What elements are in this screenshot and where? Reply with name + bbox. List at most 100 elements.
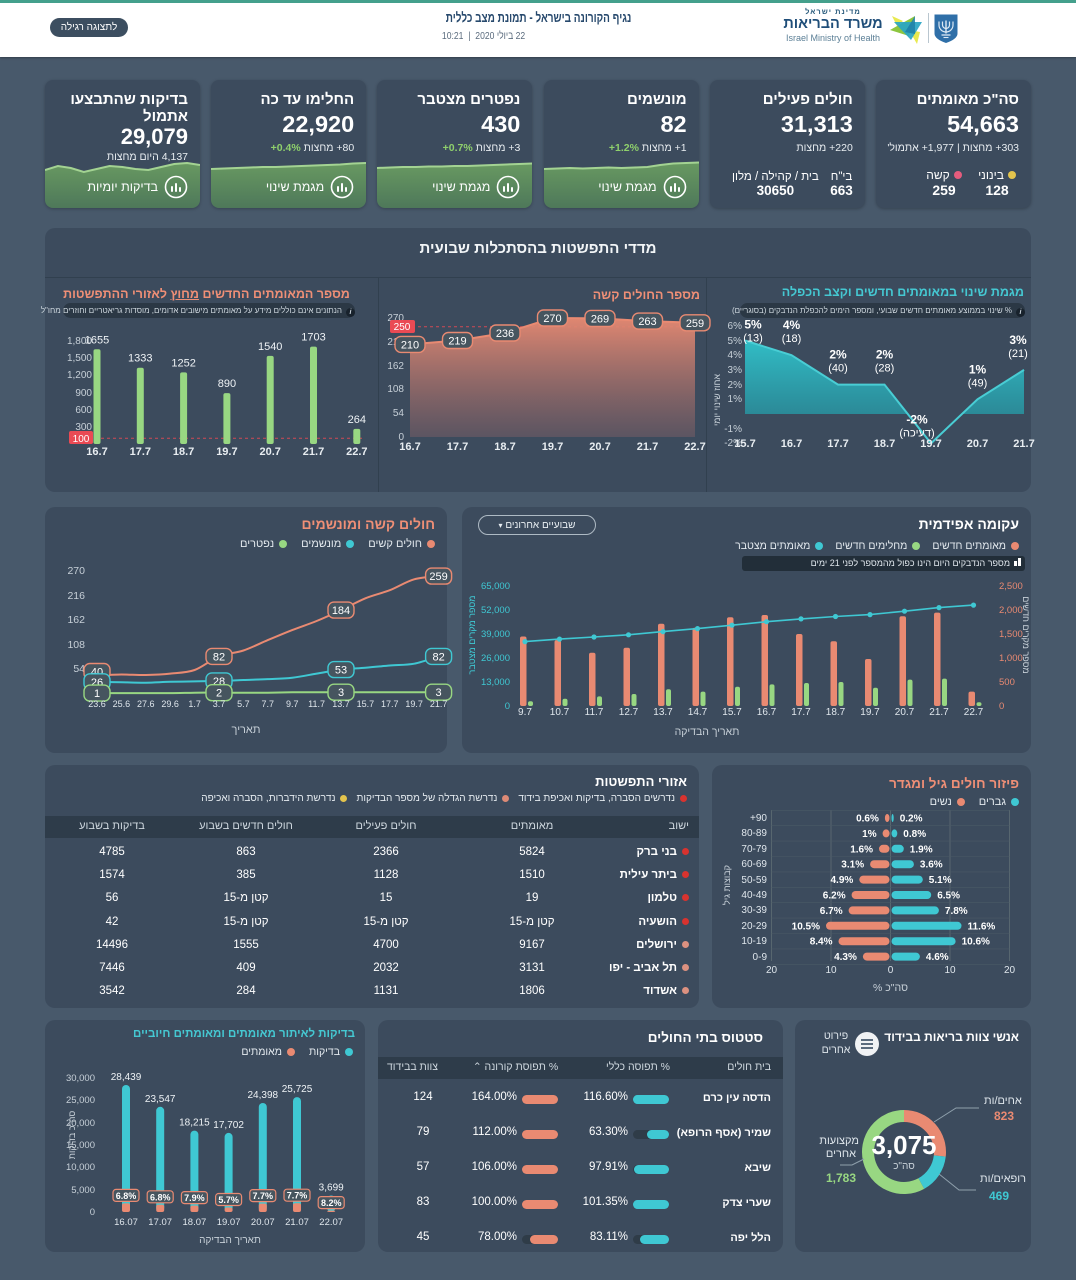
svg-text:890: 890 — [218, 378, 236, 390]
svg-text:(18): (18) — [782, 333, 802, 345]
svg-text:18,215: 18,215 — [179, 1118, 210, 1129]
svg-text:(28): (28) — [875, 363, 895, 375]
svg-text:אחים/ות: אחים/ות — [984, 1095, 1022, 1107]
svg-text:1.9%: 1.9% — [910, 844, 933, 855]
svg-text:16.7: 16.7 — [781, 438, 802, 450]
svg-text:0: 0 — [999, 701, 1004, 712]
svg-text:3%: 3% — [1009, 333, 1027, 347]
svg-text:22.07: 22.07 — [319, 1217, 343, 1228]
svg-text:17.7: 17.7 — [447, 441, 468, 453]
svg-text:30-39: 30-39 — [741, 905, 767, 916]
svg-text:18.07: 18.07 — [183, 1217, 207, 1228]
svg-text:11.7: 11.7 — [308, 699, 325, 709]
svg-text:1,800: 1,800 — [67, 336, 92, 347]
svg-text:6.8%: 6.8% — [116, 1191, 137, 1201]
svg-text:270: 270 — [387, 313, 404, 324]
svg-text:17.7: 17.7 — [791, 707, 811, 718]
svg-text:54: 54 — [73, 663, 85, 675]
svg-text:823: 823 — [994, 1109, 1014, 1123]
svg-text:82: 82 — [213, 651, 225, 663]
svg-text:10: 10 — [825, 965, 837, 976]
svg-text:17.7: 17.7 — [130, 446, 151, 458]
svg-text:469: 469 — [989, 1189, 1009, 1203]
svg-text:2%: 2% — [728, 380, 743, 391]
svg-text:216: 216 — [67, 590, 85, 602]
svg-text:4%: 4% — [783, 318, 801, 332]
svg-text:28,439: 28,439 — [111, 1072, 142, 1083]
svg-text:16.7: 16.7 — [86, 446, 107, 458]
svg-text:15.7: 15.7 — [734, 438, 755, 450]
svg-text:20.7: 20.7 — [259, 446, 280, 458]
svg-text:1: 1 — [94, 688, 100, 700]
svg-text:9.7: 9.7 — [518, 707, 532, 718]
svg-text:3,699: 3,699 — [319, 1183, 344, 1194]
svg-text:7.9%: 7.9% — [184, 1193, 205, 1203]
svg-text:25,000: 25,000 — [66, 1095, 95, 1106]
svg-text:(40): (40) — [828, 363, 848, 375]
svg-text:1252: 1252 — [171, 357, 195, 369]
svg-text:30,000: 30,000 — [66, 1073, 95, 1084]
svg-text:54: 54 — [393, 408, 405, 419]
svg-text:מקצועות: מקצועות — [819, 1135, 859, 1147]
svg-text:1%: 1% — [728, 394, 743, 405]
svg-text:-2%: -2% — [724, 438, 742, 449]
svg-text:20.7: 20.7 — [967, 438, 988, 450]
svg-text:0: 0 — [505, 701, 510, 712]
svg-text:6%: 6% — [728, 321, 743, 332]
svg-text:17.7: 17.7 — [381, 699, 399, 709]
svg-text:0: 0 — [90, 1207, 95, 1218]
svg-text:(דעיכה): (דעיכה) — [899, 427, 934, 439]
svg-text:13.7: 13.7 — [653, 707, 673, 718]
svg-text:39,000: 39,000 — [481, 629, 510, 640]
svg-text:10.7: 10.7 — [550, 707, 570, 718]
svg-text:18.7: 18.7 — [494, 441, 515, 453]
svg-text:7.7%: 7.7% — [253, 1191, 274, 1201]
svg-text:162: 162 — [67, 614, 85, 626]
svg-text:21.7: 21.7 — [929, 707, 949, 718]
svg-text:21.07: 21.07 — [285, 1217, 309, 1228]
svg-text:17,702: 17,702 — [213, 1120, 244, 1131]
svg-text:17.7: 17.7 — [827, 438, 848, 450]
svg-text:10-19: 10-19 — [741, 936, 767, 947]
svg-text:3.1%: 3.1% — [841, 860, 864, 871]
svg-text:18.7: 18.7 — [874, 438, 895, 450]
svg-text:19.7: 19.7 — [860, 707, 880, 718]
svg-text:8.4%: 8.4% — [810, 937, 833, 948]
svg-text:20-29: 20-29 — [741, 921, 767, 932]
svg-text:21.7: 21.7 — [303, 446, 324, 458]
svg-text:0: 0 — [888, 965, 894, 976]
svg-text:6.8%: 6.8% — [150, 1192, 171, 1202]
svg-text:15.7: 15.7 — [722, 707, 742, 718]
svg-text:10.6%: 10.6% — [962, 937, 990, 948]
svg-text:236: 236 — [496, 328, 514, 340]
svg-text:270: 270 — [543, 313, 561, 325]
svg-text:19.07: 19.07 — [217, 1217, 241, 1228]
svg-text:(21): (21) — [1008, 348, 1028, 360]
svg-text:52,000: 52,000 — [481, 605, 510, 616]
svg-text:3,075: 3,075 — [871, 1130, 936, 1160]
svg-text:25.6: 25.6 — [113, 699, 131, 709]
svg-text:1.6%: 1.6% — [850, 844, 873, 855]
svg-text:1,000: 1,000 — [999, 653, 1023, 664]
svg-text:1333: 1333 — [128, 353, 152, 365]
svg-text:1,200: 1,200 — [67, 370, 92, 381]
svg-text:1%: 1% — [862, 829, 877, 840]
svg-text:21.7: 21.7 — [637, 441, 658, 453]
svg-text:82: 82 — [432, 651, 444, 663]
svg-text:1.7: 1.7 — [188, 699, 201, 709]
svg-text:184: 184 — [332, 605, 350, 617]
svg-text:26,000: 26,000 — [481, 653, 510, 664]
svg-text:108: 108 — [67, 639, 85, 651]
svg-text:19.7: 19.7 — [405, 699, 423, 709]
svg-text:70-79: 70-79 — [741, 844, 767, 855]
svg-text:29.6: 29.6 — [161, 699, 179, 709]
svg-text:5.1%: 5.1% — [929, 875, 952, 886]
svg-text:270: 270 — [67, 565, 85, 577]
svg-text:% סה"כ: % סה"כ — [873, 982, 908, 994]
svg-text:3%: 3% — [728, 365, 743, 376]
svg-text:210: 210 — [401, 339, 419, 351]
svg-text:24,398: 24,398 — [248, 1090, 279, 1101]
svg-text:22.7: 22.7 — [964, 707, 984, 718]
svg-text:600: 600 — [75, 405, 92, 416]
svg-text:מספר מקרים מצטבר: מספר מקרים מצטבר — [467, 596, 477, 675]
